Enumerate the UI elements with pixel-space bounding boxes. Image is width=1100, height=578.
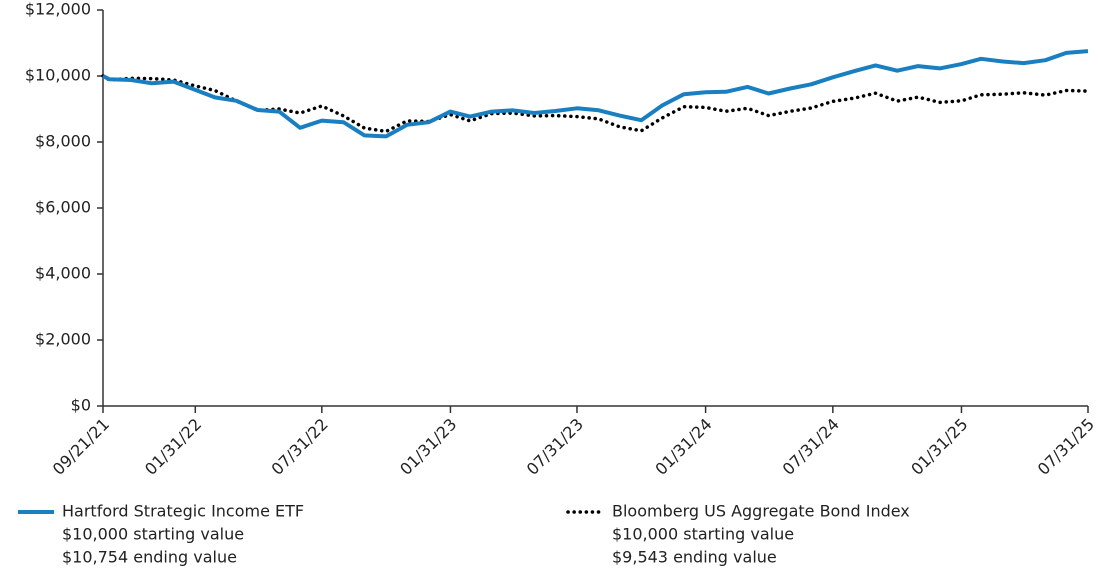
x-tick-label: 07/31/23 <box>523 415 587 479</box>
x-tick-label: 01/31/22 <box>141 415 205 479</box>
x-tick-label: 07/31/25 <box>1034 415 1098 479</box>
series-line <box>102 49 1089 139</box>
legend-label: Bloomberg US Aggregate Bond Index <box>612 502 910 521</box>
y-tick-label: $4,000 <box>35 264 91 283</box>
y-tick-label: $10,000 <box>25 66 91 85</box>
x-tick-label: 07/31/24 <box>779 415 843 479</box>
legend-end: $10,754 ending value <box>62 548 237 567</box>
x-tick-label: 01/31/23 <box>396 415 460 479</box>
legend-end: $9,543 ending value <box>612 548 777 567</box>
legend-start: $10,000 starting value <box>612 525 794 544</box>
legend-start: $10,000 starting value <box>62 525 244 544</box>
y-tick-label: $6,000 <box>35 198 91 217</box>
x-tick-label: 07/31/22 <box>268 415 332 479</box>
x-tick-label: 01/31/24 <box>651 415 715 479</box>
legend-label: Hartford Strategic Income ETF <box>62 502 304 521</box>
x-tick-label: 09/21/21 <box>49 415 113 479</box>
y-tick-label: $12,000 <box>25 0 91 19</box>
series-line <box>101 74 1090 134</box>
y-tick-label: $0 <box>71 396 91 415</box>
y-tick-label: $2,000 <box>35 330 91 349</box>
y-tick-label: $8,000 <box>35 132 91 151</box>
x-tick-label: 01/31/25 <box>907 415 971 479</box>
